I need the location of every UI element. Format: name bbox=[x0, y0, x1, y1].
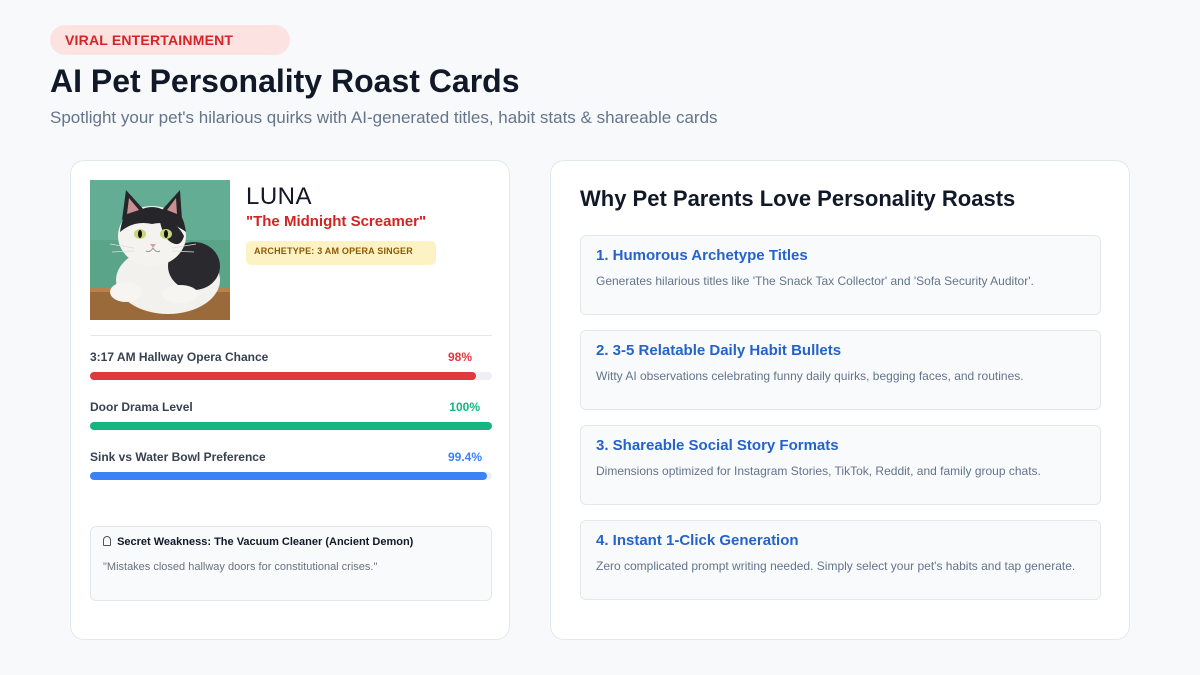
feature-item: 2. 3-5 Relatable Daily Habit Bullets Wit… bbox=[580, 330, 1101, 410]
feature-description: Dimensions optimized for Instagram Stori… bbox=[596, 464, 1041, 478]
feature-description: Zero complicated prompt writing needed. … bbox=[596, 559, 1076, 573]
pet-photo bbox=[90, 180, 230, 320]
feature-item: 1. Humorous Archetype Titles Generates h… bbox=[580, 235, 1101, 315]
stat-bar-fill bbox=[90, 422, 492, 430]
feature-description: Witty AI observations celebrating funny … bbox=[596, 369, 1024, 383]
feature-item: 3. Shareable Social Story Formats Dimens… bbox=[580, 425, 1101, 505]
why-pet-parents-card: Why Pet Parents Love Personality Roasts … bbox=[550, 160, 1130, 640]
secret-weakness-box: Secret Weakness: The Vacuum Cleaner (Anc… bbox=[90, 526, 492, 601]
feature-item: 4. Instant 1-Click Generation Zero compl… bbox=[580, 520, 1101, 600]
pet-roast-card: LUNA "The Midnight Screamer" ARCHETYPE: … bbox=[70, 160, 510, 640]
page-subtitle: Spotlight your pet's hilarious quirks wi… bbox=[50, 108, 718, 127]
feature-title: 3. Shareable Social Story Formats bbox=[596, 437, 839, 454]
stat-label: 3:17 AM Hallway Opera Chance bbox=[90, 350, 269, 364]
feature-title: 1. Humorous Archetype Titles bbox=[596, 247, 808, 264]
weakness-quote: "Mistakes closed hallway doors for const… bbox=[103, 561, 378, 573]
pet-name: LUNA bbox=[246, 183, 313, 210]
stat-value: 100% bbox=[449, 400, 480, 414]
category-badge: VIRAL ENTERTAINMENT bbox=[50, 25, 290, 55]
stat-label: Sink vs Water Bowl Preference bbox=[90, 450, 266, 464]
stat-bar-fill bbox=[90, 372, 476, 380]
stat-value: 98% bbox=[447, 350, 472, 364]
stat-bar-track bbox=[90, 372, 492, 380]
feature-title: 4. Instant 1-Click Generation bbox=[596, 532, 799, 549]
why-title: Why Pet Parents Love Personality Roasts bbox=[580, 186, 1016, 211]
feature-title: 2. 3-5 Relatable Daily Habit Bullets bbox=[596, 342, 842, 359]
divider bbox=[90, 335, 492, 336]
ghost-icon bbox=[103, 536, 111, 546]
feature-description: Generates hilarious titles like 'The Sna… bbox=[596, 274, 1034, 288]
stat-bar-fill bbox=[90, 472, 487, 480]
weakness-title: Secret Weakness: The Vacuum Cleaner (Anc… bbox=[117, 536, 414, 548]
stat-bar-track bbox=[90, 422, 492, 430]
stat-label: Door Drama Level bbox=[90, 400, 193, 414]
pet-roast-title: "The Midnight Screamer" bbox=[246, 213, 427, 230]
stat-bar-track bbox=[90, 472, 492, 480]
archetype-badge: ARCHETYPE: 3 AM OPERA SINGER bbox=[246, 241, 436, 265]
weakness-heading: Secret Weakness: The Vacuum Cleaner (Anc… bbox=[103, 536, 413, 548]
stat-value: 99.4% bbox=[447, 450, 482, 464]
page-title: AI Pet Personality Roast Cards bbox=[50, 63, 520, 99]
cat-illustration bbox=[90, 180, 230, 320]
